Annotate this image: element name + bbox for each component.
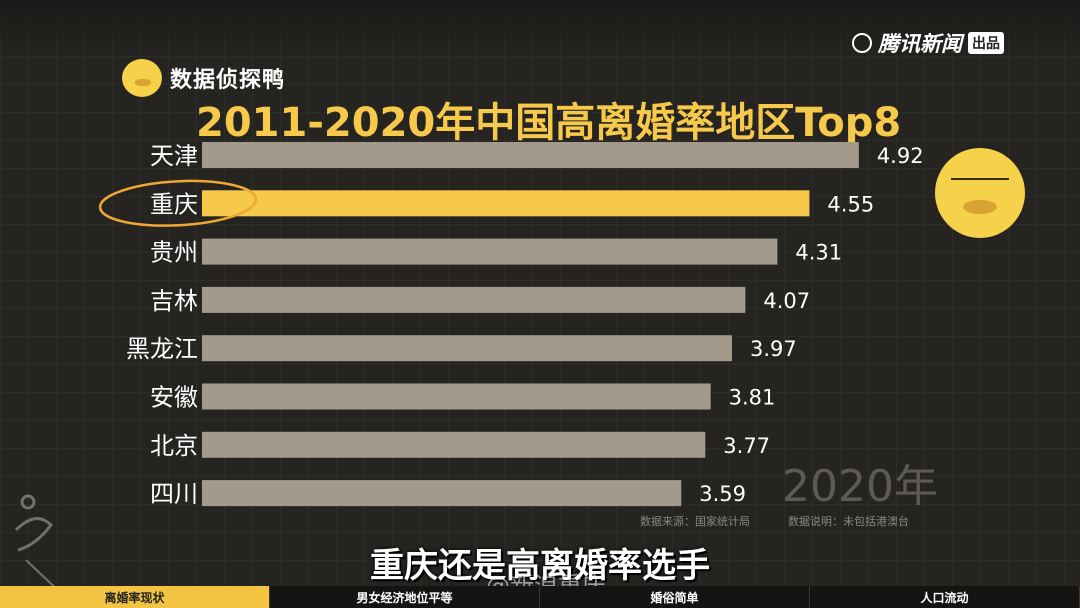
bar	[202, 431, 706, 458]
category-label: 吉林	[150, 287, 198, 315]
chapter-item-population-flow[interactable]: 人口流动	[810, 586, 1080, 608]
value-label: 4.31	[795, 241, 842, 265]
highlight-circle-annotation	[98, 179, 258, 227]
bar	[202, 335, 732, 362]
category-label: 天津	[150, 142, 198, 170]
chapter-item-divorce-status[interactable]: 离婚率现状	[0, 586, 270, 608]
publisher-logo: 腾讯新闻 出品	[852, 28, 1004, 58]
brand-label: 数据侦探鸭	[170, 68, 286, 93]
chapter-item-economic-equality[interactable]: 男女经济地位平等	[270, 586, 540, 608]
bar	[202, 480, 682, 507]
value-label: 3.97	[750, 337, 797, 361]
category-label: 安徽	[150, 384, 198, 412]
chapter-item-simple-customs[interactable]: 婚俗简单	[540, 586, 810, 608]
bar-highlight	[202, 190, 810, 217]
bar	[202, 238, 778, 265]
value-label: 3.81	[729, 386, 776, 410]
bar	[202, 142, 859, 168]
category-label: 北京	[150, 432, 198, 460]
brand-logo: 数据侦探鸭	[122, 58, 285, 98]
source-description: 数据说明：未包括港澳台	[788, 515, 909, 528]
chart-title: 2011-2020年中国高离婚率地区Top8	[196, 100, 902, 146]
publisher-label: 腾讯新闻	[878, 32, 962, 56]
publisher-bell-icon	[852, 33, 872, 53]
top-vignette	[0, 0, 1080, 60]
value-label: 4.92	[877, 144, 924, 168]
duck-icon	[122, 59, 162, 97]
year-badge: 2020年	[782, 461, 938, 512]
bottom-chapter-nav: 离婚率现状 男女经济地位平等 婚俗简单 人口流动	[0, 586, 1080, 608]
bar	[202, 383, 711, 410]
value-label: 3.59	[699, 482, 746, 506]
value-label: 4.07	[763, 289, 810, 313]
subtitle-caption: 重庆还是高离婚率选手	[370, 546, 710, 586]
category-label: 重庆	[150, 190, 198, 218]
value-label: 4.55	[827, 192, 874, 216]
category-label: 黑龙江	[126, 335, 198, 363]
duck-mascot-icon	[935, 148, 1025, 238]
category-label: 四川	[150, 480, 198, 508]
category-label: 贵州	[150, 239, 198, 267]
value-label: 3.77	[723, 434, 770, 458]
source-note: 数据来源：国家统计局	[640, 515, 750, 528]
glasses-icon	[951, 178, 1009, 194]
beak-icon	[963, 200, 997, 214]
bar	[202, 286, 746, 313]
publisher-badge: 出品	[968, 32, 1004, 54]
